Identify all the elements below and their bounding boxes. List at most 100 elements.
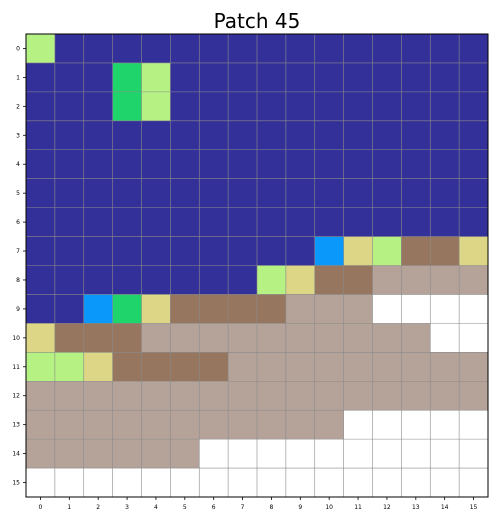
heatmap-cell-r15-c0 bbox=[26, 468, 56, 498]
heatmap-cell-r4-c5 bbox=[170, 149, 200, 179]
heatmap-cell-r6-c7 bbox=[228, 207, 258, 237]
heatmap-cell-r4-c9 bbox=[285, 149, 316, 179]
heatmap-cell-r4-c4 bbox=[141, 149, 171, 179]
heatmap-cell-r3-c10 bbox=[314, 120, 344, 151]
y-tick-label: 15 bbox=[12, 480, 20, 487]
heatmap-cell-r10-c7 bbox=[228, 323, 258, 353]
heatmap-cell-r11-c1 bbox=[54, 352, 85, 382]
heatmap-cell-r3-c5 bbox=[170, 120, 200, 151]
heatmap-cell-r10-c8 bbox=[257, 323, 287, 353]
heatmap-cell-r15-c9 bbox=[285, 468, 316, 498]
heatmap-cell-r5-c3 bbox=[112, 178, 142, 208]
x-tick-label: 3 bbox=[125, 504, 129, 511]
heatmap-cell-r8-c0 bbox=[26, 265, 56, 295]
heatmap-cell-r8-c14 bbox=[430, 265, 460, 295]
heatmap-cell-r8-c2 bbox=[83, 265, 113, 295]
x-axis: 0 1 2 3 4 5 6 7 8 9 10 11 12 13 14 15 bbox=[39, 497, 478, 511]
heatmap-cell-r6-c12 bbox=[372, 207, 402, 237]
heatmap-cell-r1-c14 bbox=[430, 62, 460, 93]
heatmap-cell-r5-c15 bbox=[459, 178, 489, 208]
heatmap-cell-r14-c9 bbox=[285, 439, 316, 469]
x-tick-label: 8 bbox=[270, 504, 274, 511]
heatmap-cell-r3-c12 bbox=[372, 120, 402, 151]
heatmap-cell-r15-c14 bbox=[430, 468, 460, 498]
heatmap-cell-r11-c7 bbox=[228, 352, 258, 382]
heatmap-cell-r1-c6 bbox=[199, 62, 229, 93]
heatmap-cell-r0-c10 bbox=[314, 34, 344, 64]
x-tick-label: 5 bbox=[183, 504, 187, 511]
heatmap-cell-r14-c0 bbox=[26, 439, 56, 469]
heatmap-cell-r2-c1 bbox=[54, 91, 85, 122]
heatmap-cell-r5-c1 bbox=[54, 178, 85, 208]
heatmap-cell-r3-c13 bbox=[401, 120, 431, 151]
heatmap-cell-r3-c4 bbox=[141, 120, 171, 151]
heatmap-cell-r7-c7 bbox=[228, 236, 258, 266]
x-tick-label: 9 bbox=[298, 504, 302, 511]
x-tick-label: 11 bbox=[354, 504, 362, 511]
heatmap-cell-r10-c11 bbox=[343, 323, 373, 353]
heatmap-cell-r10-c14 bbox=[430, 323, 460, 353]
x-tick-label: 0 bbox=[39, 504, 43, 511]
heatmap-cell-r0-c9 bbox=[285, 34, 316, 64]
y-tick-label: 8 bbox=[16, 277, 20, 284]
heatmap-cell-r4-c13 bbox=[401, 149, 431, 179]
heatmap-cell-r11-c9 bbox=[285, 352, 316, 382]
heatmap-cell-r7-c9 bbox=[285, 236, 316, 266]
heatmap-cell-r9-c2 bbox=[83, 294, 113, 324]
heatmap-cell-r9-c5 bbox=[170, 294, 200, 324]
heatmap-cell-r6-c5 bbox=[170, 207, 200, 237]
heatmap-cell-r7-c15 bbox=[459, 236, 489, 266]
heatmap-cell-r15-c5 bbox=[170, 468, 200, 498]
x-tick-label: 1 bbox=[67, 504, 71, 511]
heatmap-cell-r2-c13 bbox=[401, 91, 431, 122]
heatmap-cell-r0-c7 bbox=[228, 34, 258, 64]
heatmap-cell-r4-c14 bbox=[430, 149, 460, 179]
heatmap-cell-r11-c13 bbox=[401, 352, 431, 382]
heatmap-cell-r8-c5 bbox=[170, 265, 200, 295]
heatmap-cell-r10-c0 bbox=[26, 323, 56, 353]
heatmap-cell-r5-c7 bbox=[228, 178, 258, 208]
x-tick-label: 6 bbox=[212, 504, 216, 511]
heatmap-cell-r10-c9 bbox=[285, 323, 316, 353]
heatmap-cell-r6-c9 bbox=[285, 207, 316, 237]
heatmap-cell-r12-c14 bbox=[430, 381, 460, 411]
heatmap-cell-r4-c12 bbox=[372, 149, 402, 179]
heatmap-cell-r13-c4 bbox=[141, 410, 171, 440]
heatmap-cell-r11-c14 bbox=[430, 352, 460, 382]
heatmap-cell-r14-c10 bbox=[314, 439, 344, 469]
heatmap-cell-r13-c6 bbox=[199, 410, 229, 440]
heatmap-cell-r10-c12 bbox=[372, 323, 402, 353]
heatmap-cell-r1-c3 bbox=[112, 62, 142, 93]
heatmap-cell-r14-c14 bbox=[430, 439, 460, 469]
heatmap-cell-r3-c6 bbox=[199, 120, 229, 151]
heatmap-cell-r13-c8 bbox=[257, 410, 287, 440]
heatmap-cell-r2-c11 bbox=[343, 91, 373, 122]
heatmap-cell-r5-c2 bbox=[83, 178, 113, 208]
heatmap-cell-r6-c10 bbox=[314, 207, 344, 237]
heatmap-cell-r4-c7 bbox=[228, 149, 258, 179]
heatmap-cell-r15-c15 bbox=[459, 468, 489, 498]
chart-title: Patch 45 bbox=[214, 9, 301, 33]
heatmap-cell-r8-c4 bbox=[141, 265, 171, 295]
heatmap-cell-r6-c14 bbox=[430, 207, 460, 237]
heatmap-cell-r5-c0 bbox=[26, 178, 56, 208]
heatmap-cell-r10-c4 bbox=[141, 323, 171, 353]
heatmap-cell-r12-c9 bbox=[285, 381, 316, 411]
heatmap-cell-r0-c4 bbox=[141, 34, 171, 64]
heatmap-cell-r6-c15 bbox=[459, 207, 489, 237]
heatmap-cell-r5-c10 bbox=[314, 178, 344, 208]
heatmap-cell-r15-c1 bbox=[54, 468, 85, 498]
heatmap-cell-r7-c8 bbox=[257, 236, 287, 266]
heatmap-cell-r2-c5 bbox=[170, 91, 200, 122]
heatmap-cell-r14-c15 bbox=[459, 439, 489, 469]
heatmap-cell-r0-c8 bbox=[257, 34, 287, 64]
heatmap-cell-r1-c8 bbox=[257, 62, 287, 93]
heatmap-cell-r9-c3 bbox=[112, 294, 142, 324]
x-tick-label: 7 bbox=[241, 504, 245, 511]
heatmap-cell-r2-c6 bbox=[199, 91, 229, 122]
heatmap-cell-r1-c1 bbox=[54, 62, 85, 93]
heatmap-cell-r11-c2 bbox=[83, 352, 113, 382]
heatmap-cell-r12-c0 bbox=[26, 381, 56, 411]
heatmap-cell-r2-c0 bbox=[26, 91, 56, 122]
heatmap-cell-r14-c7 bbox=[228, 439, 258, 469]
